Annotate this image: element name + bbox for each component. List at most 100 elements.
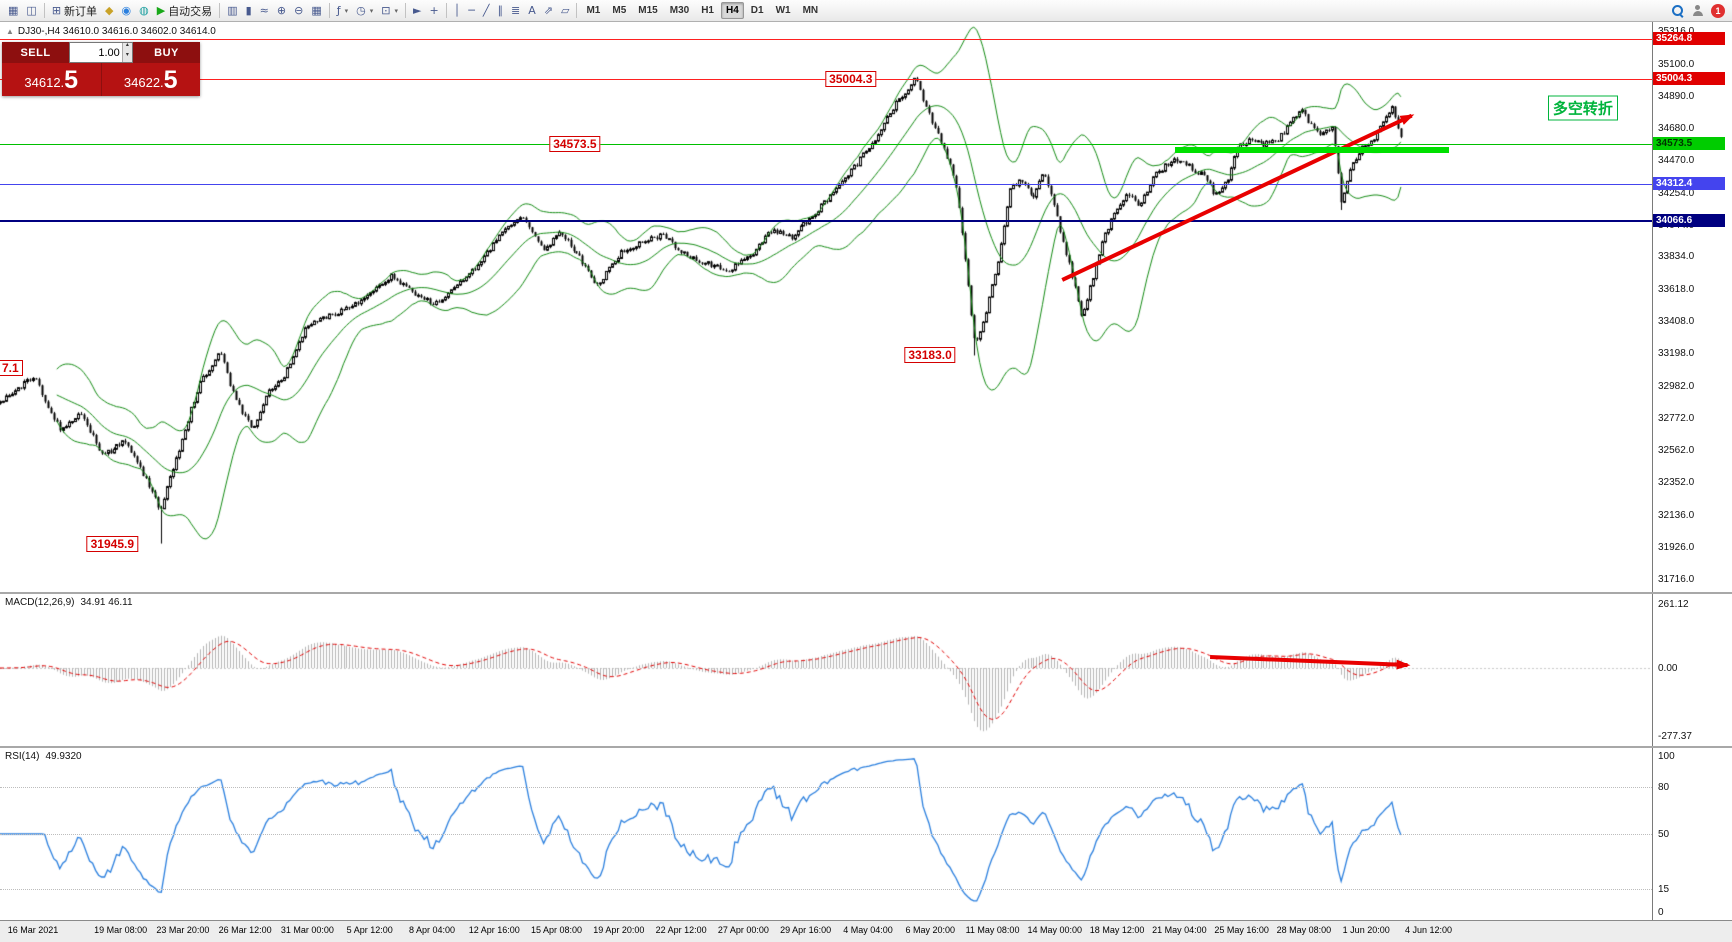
timeframe-d1-button[interactable]: D1 <box>750 5 764 16</box>
price-label[interactable]: 35004.3 <box>825 70 877 87</box>
volume-down-button[interactable]: ▾ <box>122 52 132 62</box>
indicators-button[interactable]: ƒ ▾ <box>333 1 352 21</box>
trendline-button[interactable]: ╱ <box>479 1 494 21</box>
vertical-line-button[interactable]: │ <box>450 1 465 21</box>
toolbar-separator <box>445 3 447 18</box>
support-segment-line[interactable] <box>1174 146 1449 153</box>
timeframe-m5-button[interactable]: M5 <box>612 5 627 16</box>
timeframe-w1-button[interactable]: W1 <box>775 5 791 16</box>
sell-button[interactable]: SELL <box>2 42 69 63</box>
fibonacci-button[interactable]: ≣ <box>507 1 524 21</box>
horizontal-level-line[interactable] <box>0 183 1652 185</box>
line-chart-icon: ≈ <box>259 4 269 17</box>
line-chart-button[interactable]: ≈ <box>256 1 273 21</box>
horizontal-level-line[interactable] <box>0 38 1652 40</box>
rsi-level-line <box>0 888 1652 890</box>
panel-splitter[interactable] <box>0 592 1732 594</box>
volume-input[interactable] <box>70 43 122 62</box>
bar-chart-button[interactable]: ▥ <box>223 1 241 21</box>
candlestick-canvas[interactable] <box>0 22 1652 592</box>
timeframe-m1-button[interactable]: M1 <box>586 5 601 16</box>
macd-panel[interactable]: MACD(12,26,9) 34.91 46.11 <box>0 594 1652 746</box>
timeframe-mn-button[interactable]: MN <box>802 5 819 16</box>
macd-canvas[interactable] <box>0 594 1652 746</box>
zoom-out-button[interactable]: ⊖ <box>290 1 307 21</box>
mobile-app-button[interactable]: ◍ <box>135 1 153 21</box>
timeframe-h1-button[interactable]: H1 <box>701 5 714 16</box>
toolbar-separator <box>404 3 406 18</box>
algo-services-button[interactable]: ◉ <box>118 1 136 21</box>
shapes-button[interactable]: ▱ <box>557 1 573 21</box>
time-tick-label: 19 Mar 08:00 <box>94 925 148 935</box>
time-axis[interactable]: 16 Mar 2021 19 Mar 08:00 23 Mar 20:00 26 Ma… <box>0 920 1732 942</box>
volume-up-button[interactable]: ▴ <box>122 42 132 53</box>
toolbar-buttons: ▦ ◫ ⊞ 新订单 ◆ ◉ ◍ ▶ 自动交易 ▥ ▮ ≈ ⊕ ⊖ ▦ ƒ ▾ ◷ ▾ ⊡ ▾ ► + │ ─ ╱ ∥ ≣ A ⇗ ▱ <box>4 1 573 21</box>
timeframe-m15-button[interactable]: M15 <box>638 5 658 16</box>
templates-button[interactable]: ⊡ ▾ <box>377 1 402 21</box>
price-axis-column[interactable]: 35316.0 35100.0 34890.0 34680.0 34470.0 34254… <box>1652 22 1732 920</box>
new-chart-button[interactable]: ▦ <box>4 1 22 21</box>
autotrading-icon: ▶ <box>156 4 166 17</box>
timeframe-h4-button[interactable]: H4 <box>720 2 744 19</box>
rsi-level-line <box>0 787 1652 789</box>
crosshair-button[interactable]: + <box>425 1 442 21</box>
rsi-axis-tick: 0 <box>1658 907 1664 918</box>
price-tick: 33198.0 <box>1658 348 1695 360</box>
price-tick: 32982.0 <box>1658 381 1695 393</box>
arrow-tool-button[interactable]: ⇗ <box>540 1 557 21</box>
profiles-button[interactable]: ◫ <box>22 1 40 21</box>
cursor-button[interactable]: ► <box>409 1 425 21</box>
autotrading-button[interactable]: ▶ 自动交易 <box>153 1 216 21</box>
panel-splitter[interactable] <box>0 746 1732 748</box>
buy-price[interactable]: 34622. 5 <box>102 63 201 96</box>
autotrading-label: 自动交易 <box>168 5 213 18</box>
price-label[interactable]: 34573.5 <box>549 136 601 153</box>
caret-down-icon: ▾ <box>344 7 349 15</box>
rsi-axis-tick: 15 <box>1658 883 1670 895</box>
sell-price-small: 34612. <box>24 74 65 90</box>
time-tick-label: 8 Apr 04:00 <box>408 925 456 935</box>
buy-price-big: 5 <box>163 66 178 94</box>
periods-menu-icon: ◷ <box>356 4 366 17</box>
market-depth-button[interactable]: ◆ <box>101 1 117 21</box>
horizontal-line-button[interactable]: ─ <box>464 1 479 21</box>
macd-label: MACD(12,26,9) 34.91 46.11 <box>5 597 133 608</box>
search-icon[interactable] <box>1671 4 1684 17</box>
new-order-button[interactable]: ⊞ 新订单 <box>48 1 101 21</box>
horizontal-level-line[interactable] <box>0 144 1652 146</box>
periods-menu-button[interactable]: ◷ ▾ <box>352 1 377 21</box>
buy-button[interactable]: BUY <box>133 42 200 63</box>
new-order-label: 新订单 <box>64 5 98 18</box>
price-tick: 32352.0 <box>1658 476 1695 488</box>
rsi-panel[interactable]: RSI(14) 49.9320 <box>0 748 1652 920</box>
arrow-tool-icon: ⇗ <box>543 4 553 17</box>
caret-down-icon: ▾ <box>369 7 374 15</box>
candlestick-chart-button[interactable]: ▮ <box>242 1 256 21</box>
rsi-label: RSI(14) 49.9320 <box>5 751 82 762</box>
zoom-in-button[interactable]: ⊕ <box>273 1 290 21</box>
price-label[interactable]: 31945.9 <box>86 535 139 552</box>
oct-price-row: 34612. 5 34622. 5 <box>2 63 200 96</box>
sell-price[interactable]: 34612. 5 <box>2 63 102 96</box>
clipped-price-label[interactable]: 7.1 <box>0 360 23 377</box>
cn-annotation-label[interactable]: 多空转折 <box>1547 95 1618 121</box>
rsi-level-line <box>0 834 1652 835</box>
time-tick-label: 27 Apr 00:00 <box>717 925 769 935</box>
user-account-icon[interactable] <box>1691 4 1704 17</box>
text-label-button[interactable]: A <box>524 1 540 21</box>
price-label[interactable]: 33183.0 <box>904 347 956 364</box>
timeframe-m30-button[interactable]: M30 <box>669 5 690 16</box>
equidistant-channel-button[interactable]: ∥ <box>494 1 508 21</box>
price-tick: 34890.0 <box>1658 90 1695 102</box>
tile-windows-button[interactable]: ▦ <box>307 1 325 21</box>
price-chart-panel[interactable]: ▲ DJ30-,H4 34610.0 34616.0 34602.0 34614… <box>0 22 1652 592</box>
time-tick-label: 4 Jun 12:00 <box>1404 925 1453 935</box>
time-tick-label: 14 May 00:00 <box>1027 925 1083 935</box>
sell-price-big: 5 <box>64 66 79 94</box>
horizontal-level-line[interactable] <box>0 220 1652 223</box>
notifications-badge[interactable]: 1 <box>1711 3 1725 18</box>
chart-shift-marker-icon: ▲ <box>6 27 14 36</box>
price-level-badge: 34573.5 <box>1653 137 1725 151</box>
time-tick-label: 5 Apr 12:00 <box>346 925 393 935</box>
price-level-badge: 34066.6 <box>1653 214 1725 228</box>
